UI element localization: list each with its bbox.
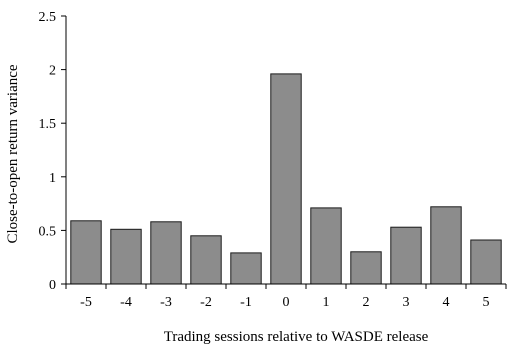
bar-0 xyxy=(270,73,302,285)
y-tick-label: 0 xyxy=(49,278,56,293)
bar-3 xyxy=(390,226,422,285)
x-tick-label: -3 xyxy=(160,295,172,310)
x-axis-title: Trading sessions relative to WASDE relea… xyxy=(164,329,429,345)
bar--1 xyxy=(230,252,262,285)
bar-5 xyxy=(470,239,502,285)
x-tick-label: 3 xyxy=(403,295,410,310)
y-tick-label: 0.5 xyxy=(39,224,57,239)
x-tick-label: 1 xyxy=(323,295,330,310)
bar-4 xyxy=(430,206,462,285)
x-tick-label: 4 xyxy=(443,295,450,310)
y-tick-label: 1.5 xyxy=(39,117,57,132)
x-ticks-group: -5 -4 -3 -2 -1 0 1 2 3 4 5 xyxy=(65,284,507,310)
y-tick-label: 1 xyxy=(49,171,56,186)
bar-1 xyxy=(310,207,342,285)
y-axis-title: Close-to-open return variance xyxy=(5,64,21,243)
x-tick-label: -1 xyxy=(240,295,252,310)
x-tick-label: 0 xyxy=(283,295,290,310)
x-tick-label: 2 xyxy=(363,295,370,310)
bars-group xyxy=(70,73,502,285)
bar--5 xyxy=(70,220,102,285)
x-tick-label: 5 xyxy=(483,295,490,310)
x-tick-label: -5 xyxy=(80,295,92,310)
y-tick-label: 2 xyxy=(49,64,56,79)
x-tick-label: -4 xyxy=(120,295,132,310)
bar--3 xyxy=(150,221,182,285)
bar--2 xyxy=(190,235,222,285)
y-tick-label: 2.5 xyxy=(39,10,57,25)
x-tick-label: -2 xyxy=(200,295,212,310)
y-ticks-group: 0 0.5 1 1.5 2 2.5 xyxy=(39,10,66,293)
bar-2 xyxy=(350,251,382,285)
bar--4 xyxy=(110,228,142,285)
